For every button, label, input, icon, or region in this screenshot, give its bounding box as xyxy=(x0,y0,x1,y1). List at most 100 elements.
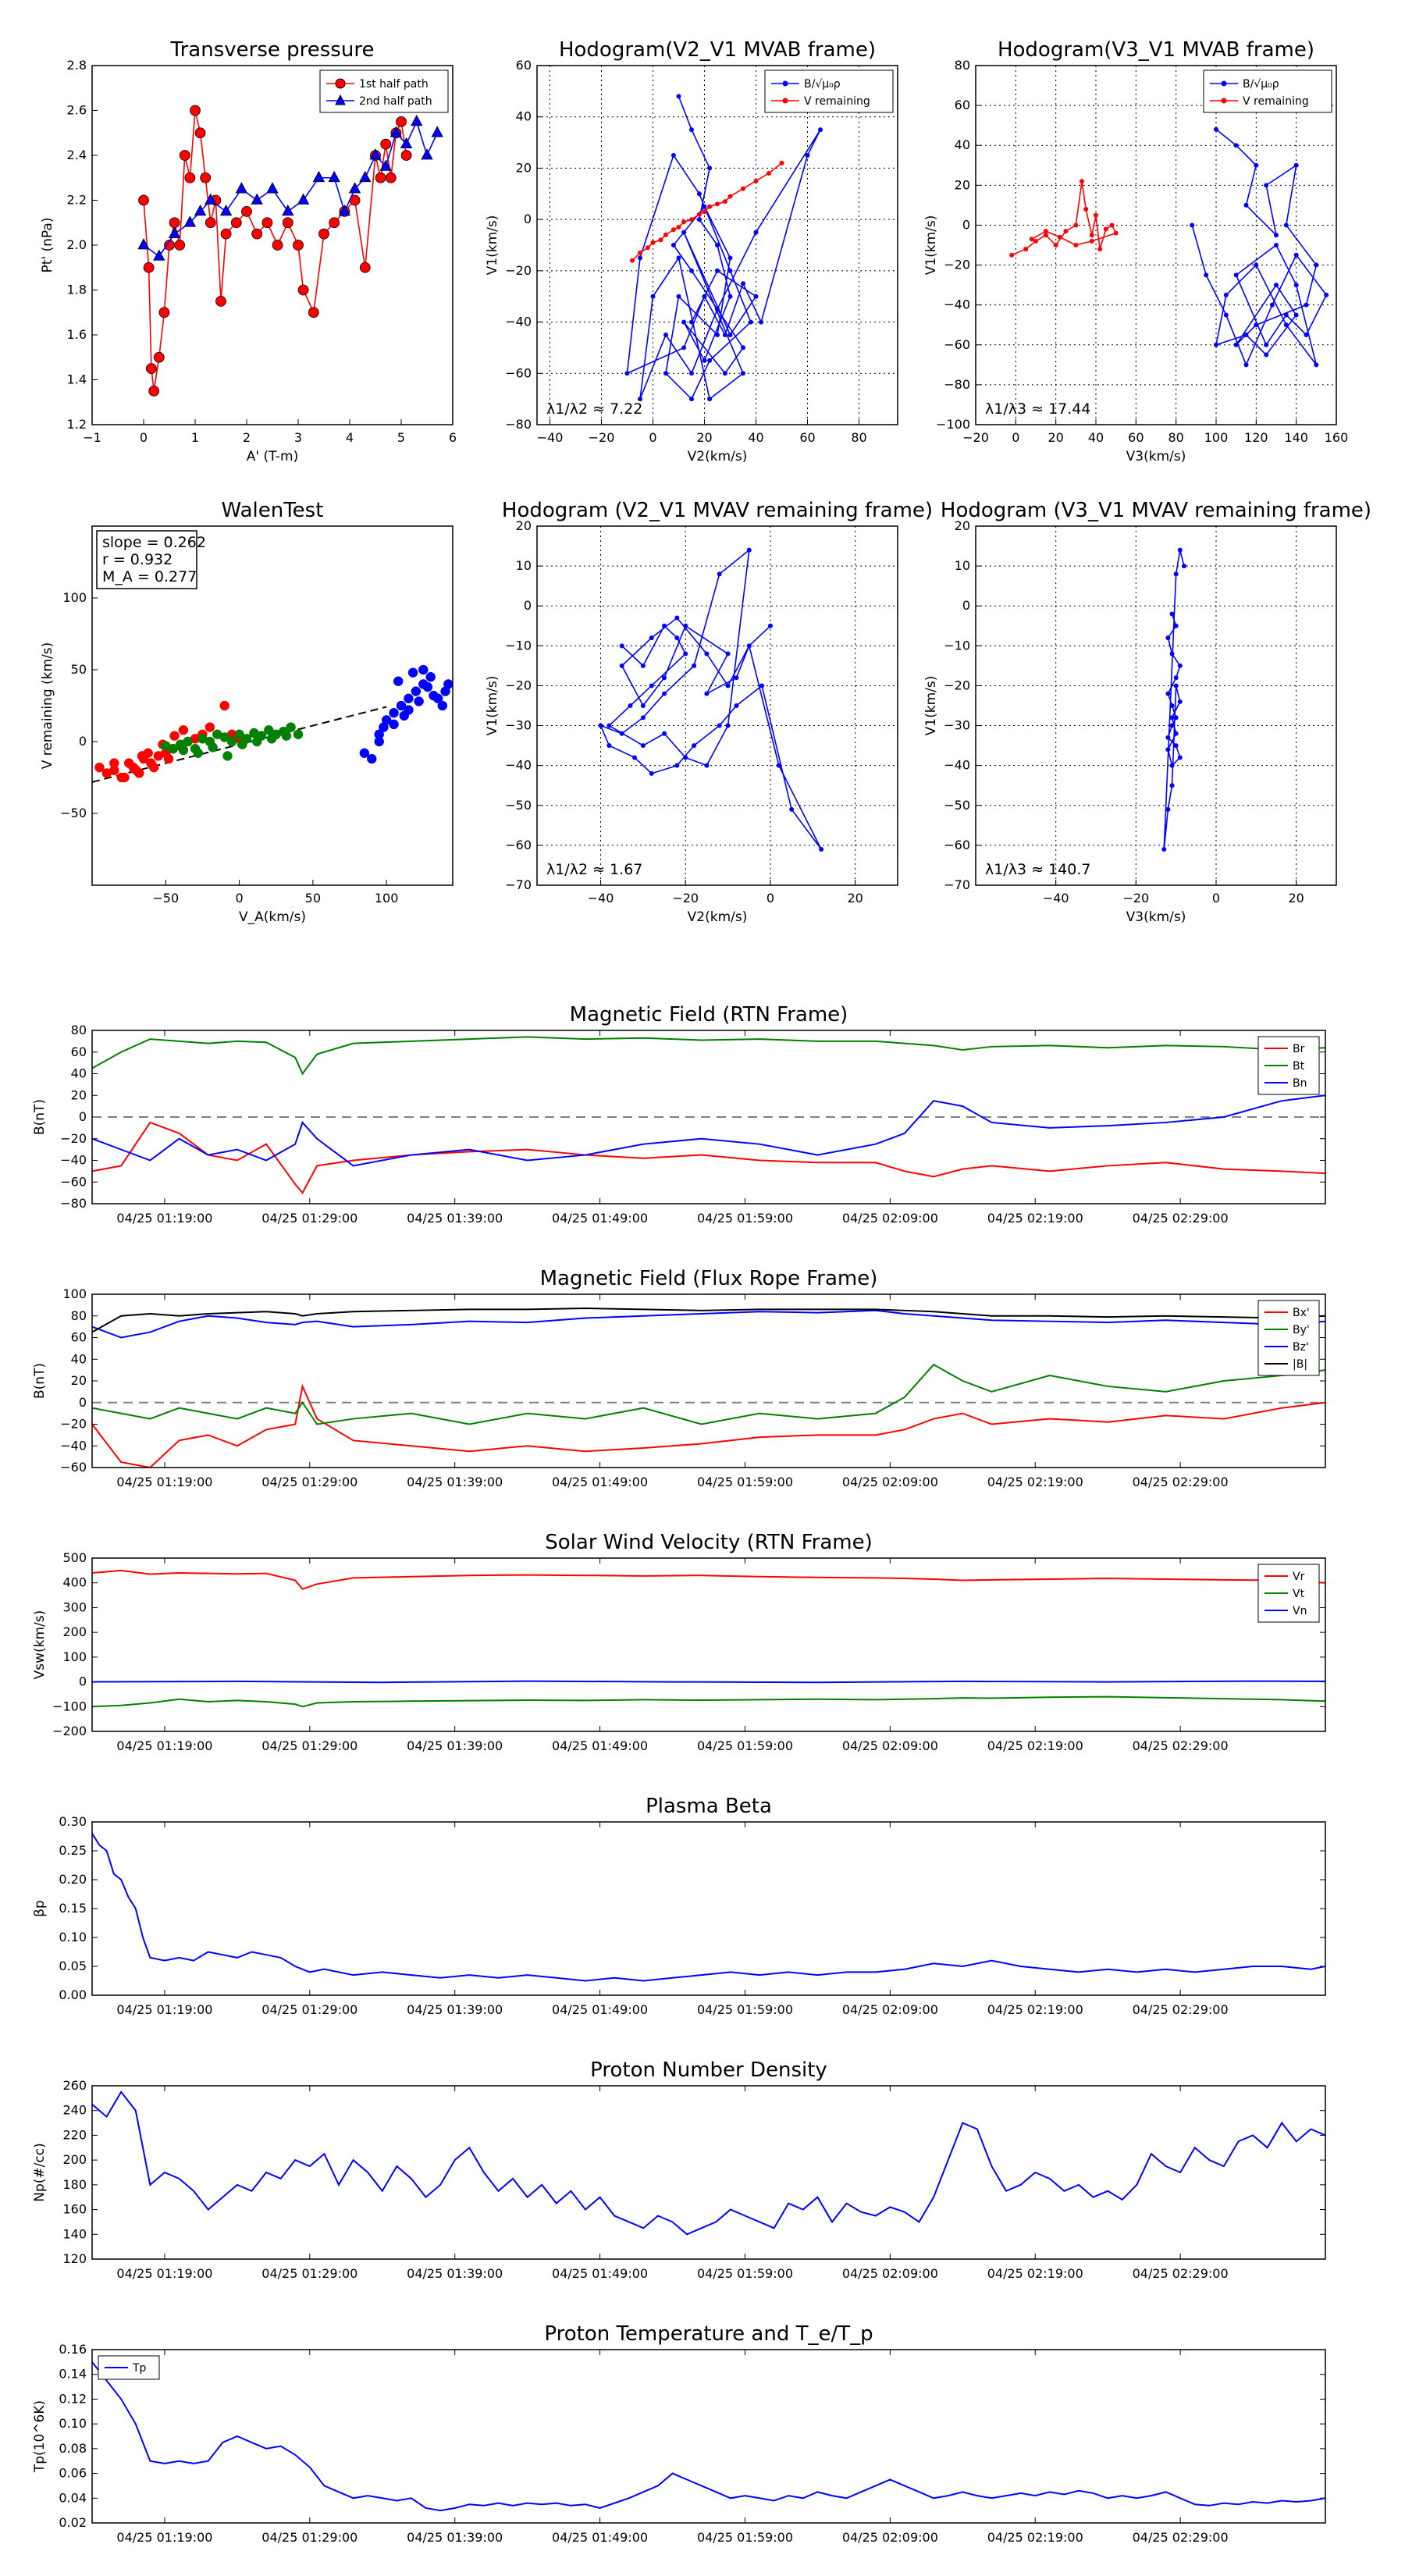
y-tick-label: −60 xyxy=(505,365,532,380)
data-point xyxy=(178,745,189,756)
x-tick-label: 60 xyxy=(1128,430,1144,445)
data-point xyxy=(650,294,656,299)
data-point xyxy=(1165,806,1171,812)
x-tick-label: 04/25 02:19:00 xyxy=(987,2002,1083,2017)
data-point xyxy=(663,333,668,337)
data-point xyxy=(148,762,159,773)
data-point xyxy=(145,363,157,375)
x-tick-label: 04/25 01:19:00 xyxy=(116,1738,212,1753)
data-point xyxy=(702,204,707,209)
data-point xyxy=(767,171,771,176)
y-tick-label: 240 xyxy=(62,2103,87,2118)
legend-label-0: Tp xyxy=(132,2362,147,2375)
x-tick-label: 04/25 02:29:00 xyxy=(1133,2530,1229,2545)
data-point xyxy=(230,217,242,229)
y-tick-label: −20 xyxy=(60,1417,87,1432)
data-point xyxy=(779,160,784,165)
y-tick-label: −80 xyxy=(944,377,970,392)
data-point xyxy=(1169,651,1175,656)
data-point xyxy=(389,719,399,730)
plot-area xyxy=(92,2090,1325,2236)
x-tick-label: 04/25 01:49:00 xyxy=(552,1738,648,1753)
y-tick-label: −20 xyxy=(944,258,970,272)
data-point xyxy=(676,294,681,299)
data-point xyxy=(704,651,710,656)
data-point xyxy=(422,681,433,692)
x-tick-label: 1 xyxy=(191,430,199,445)
x-tick-label: 04/25 01:59:00 xyxy=(697,1738,793,1753)
data-point xyxy=(418,664,429,675)
data-point xyxy=(1283,312,1289,318)
y-tick-label: 200 xyxy=(62,1624,87,1639)
data-point xyxy=(293,240,304,251)
y-tick-label: 0.15 xyxy=(59,1901,87,1916)
data-point xyxy=(722,333,727,337)
timeseries-tp: Proton Temperature and T_e/T_p Tp(10^6K) 0… xyxy=(32,2322,1326,2545)
data-point xyxy=(1283,322,1289,328)
x-tick-label: 40 xyxy=(1088,430,1104,445)
y-tick-label: 2.0 xyxy=(67,237,87,252)
data-point xyxy=(174,240,186,251)
data-point xyxy=(205,722,215,732)
data-point xyxy=(649,635,654,641)
data-point xyxy=(393,676,404,686)
legend-label-2: Vn xyxy=(1293,1605,1307,1617)
y-tick-label: −70 xyxy=(505,877,532,892)
series-line-bz xyxy=(92,1309,1325,1339)
y-tick-label: 0 xyxy=(79,734,87,749)
data-point xyxy=(237,739,247,749)
legend-label-3: |B| xyxy=(1293,1358,1307,1371)
series-line-vt xyxy=(92,1695,1325,1708)
y-tick-label: −50 xyxy=(944,798,970,813)
x-tick-label: 04/25 02:29:00 xyxy=(1133,1475,1229,1489)
chart-title: Hodogram(V3_V1 MVAB frame) xyxy=(998,38,1314,62)
x-tick-label: 20 xyxy=(1048,430,1063,445)
data-point xyxy=(286,722,296,732)
x-tick-label: 04/25 01:29:00 xyxy=(261,1475,357,1489)
data-point xyxy=(414,696,424,706)
plot-area xyxy=(92,1036,1325,1194)
x-tick-label: 20 xyxy=(847,891,863,906)
eigenvalue-ratio-annotation: λ1/λ3 ≈ 17.44 xyxy=(985,400,1090,418)
data-point xyxy=(1109,222,1115,228)
x-tick-label: 04/25 01:29:00 xyxy=(261,2002,357,2017)
data-point xyxy=(1073,243,1079,247)
data-point xyxy=(725,723,731,728)
data-point xyxy=(1204,272,1209,278)
axes-frame xyxy=(91,1821,1326,1996)
data-point xyxy=(293,729,304,740)
axes-frame xyxy=(91,65,454,425)
x-axis-label: V3(km/s) xyxy=(1126,449,1186,464)
y-tick-label: 60 xyxy=(516,58,532,73)
y-tick-label: 2.6 xyxy=(67,103,87,118)
data-point xyxy=(640,703,646,708)
data-point xyxy=(734,675,739,681)
y-tick-label: 0.12 xyxy=(59,2391,87,2406)
data-point xyxy=(741,371,745,376)
chart-title: Plasma Beta xyxy=(646,1795,772,1818)
data-point xyxy=(219,700,229,711)
legend: 1st half path 2nd half path xyxy=(319,69,449,113)
x-tick-label: 04/25 01:49:00 xyxy=(552,2266,648,2281)
data-point xyxy=(1254,322,1259,328)
data-point xyxy=(722,199,727,205)
data-point xyxy=(696,212,702,217)
stats-line-2: M_A = 0.277 xyxy=(102,568,197,585)
legend-box xyxy=(319,69,449,113)
data-point xyxy=(380,138,392,150)
data-point xyxy=(1223,292,1229,297)
legend-label-0: 1st half path xyxy=(359,78,429,91)
y-tick-label: −10 xyxy=(505,638,532,653)
legend-marker xyxy=(1221,80,1227,87)
data-point xyxy=(1089,233,1094,238)
y-tick-label: 0.06 xyxy=(59,2466,87,2481)
plot-area xyxy=(92,664,453,783)
data-point xyxy=(650,240,656,245)
data-point xyxy=(226,736,237,747)
data-point xyxy=(168,743,178,754)
y-tick-label: 180 xyxy=(62,2177,87,2192)
plot-area xyxy=(92,1308,1325,1468)
y-tick-label: 60 xyxy=(955,98,970,112)
data-point xyxy=(234,729,244,740)
y-tick-label: 80 xyxy=(71,1308,87,1323)
